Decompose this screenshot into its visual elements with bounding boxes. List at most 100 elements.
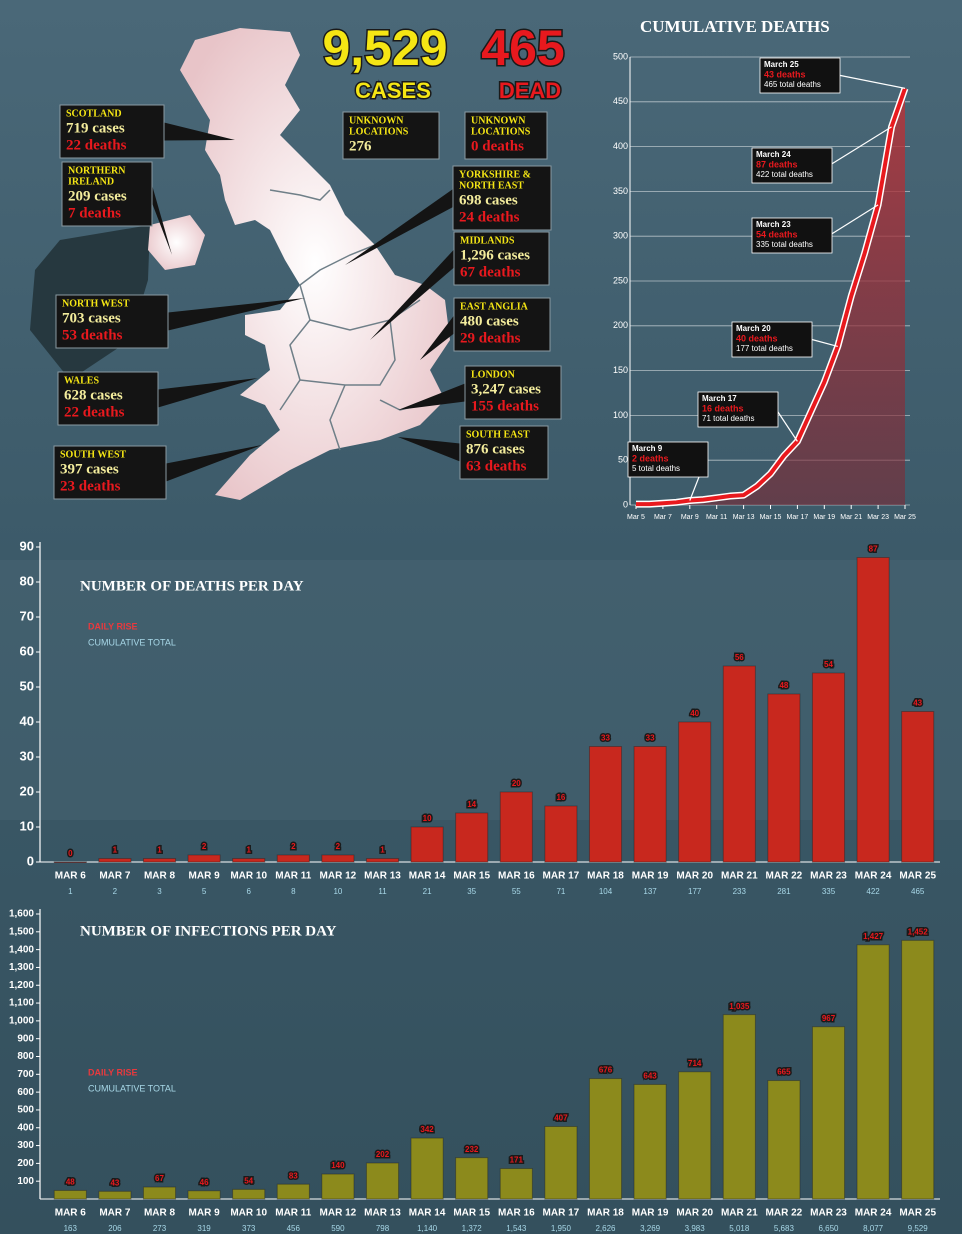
- region-name: UNKNOWN: [471, 115, 526, 126]
- annotation-date: March 9: [632, 444, 663, 453]
- region-pointer: [152, 185, 172, 255]
- bar: [232, 858, 266, 863]
- bar: [321, 1173, 355, 1200]
- x-tick-label: MAR 21: [721, 1208, 758, 1219]
- x-tick-label: MAR 11: [275, 871, 312, 882]
- y-tick-label: 100: [17, 1176, 34, 1187]
- region-deaths: 29 deaths: [460, 330, 521, 346]
- x-tick-label: MAR 12: [320, 871, 357, 882]
- y-tick-label: 1,600: [9, 909, 34, 920]
- y-tick-label: 0: [27, 853, 34, 868]
- region-name: LONDON: [471, 369, 516, 380]
- cumulative-label: 21: [423, 887, 432, 896]
- y-tick-label: 500: [613, 51, 628, 61]
- annotation-date: March 20: [736, 324, 771, 333]
- cumulative-label: 373: [242, 1224, 256, 1233]
- value-label: 643: [643, 1072, 657, 1081]
- y-tick-label: 90: [20, 538, 34, 553]
- value-label: 87: [869, 545, 878, 554]
- value-label: 1,035: [729, 1002, 750, 1011]
- value-label: 1,427: [863, 932, 884, 941]
- bar: [142, 1186, 177, 1200]
- x-tick-label: MAR 18: [587, 1208, 624, 1219]
- value-label: 48: [66, 1178, 75, 1187]
- y-tick-label: 400: [613, 141, 628, 151]
- region-cases: 276: [349, 138, 372, 154]
- value-label: 665: [777, 1068, 791, 1077]
- x-tick-label: MAR 25: [899, 1208, 936, 1219]
- x-tick-label: MAR 20: [676, 1208, 713, 1219]
- bar: [321, 854, 355, 863]
- region-box: [55, 294, 169, 349]
- cumulative-label: 163: [64, 1224, 78, 1233]
- value-label: 54: [824, 660, 833, 669]
- region-box: [53, 445, 167, 500]
- total-cases: 9,529: [322, 20, 447, 76]
- value-label: 83: [289, 1171, 298, 1180]
- region-deaths: 23 deaths: [60, 478, 121, 494]
- y-tick-label: 300: [17, 1140, 34, 1151]
- region-pointer: [345, 189, 453, 265]
- cumulative-label: 456: [287, 1224, 301, 1233]
- total-dead: 465: [481, 20, 564, 76]
- value-label: 67: [155, 1174, 164, 1183]
- cumulative-label: 71: [556, 887, 565, 896]
- bar: [856, 944, 890, 1200]
- region-name: SOUTH EAST: [466, 429, 530, 440]
- cumulative-label: 5,683: [774, 1224, 795, 1233]
- value-label: 20: [512, 779, 521, 788]
- y-tick-label: 1,500: [9, 926, 34, 937]
- annotation-total: 71 total deaths: [702, 414, 754, 423]
- value-label: 140: [331, 1161, 345, 1170]
- x-tick-label: MAR 17: [543, 871, 580, 882]
- region-deaths: 22 deaths: [66, 137, 127, 153]
- y-tick-label: 20: [20, 783, 34, 798]
- x-tick-label: MAR 8: [144, 871, 176, 882]
- value-label: 16: [556, 793, 565, 802]
- legend-daily: DAILY RISE: [88, 1067, 138, 1077]
- x-tick-label: MAR 23: [810, 1208, 847, 1219]
- x-tick-label: Mar 5: [627, 514, 645, 521]
- cumulative-label: 465: [911, 887, 925, 896]
- x-tick-label: MAR 22: [766, 871, 803, 882]
- annotation-leader: [829, 126, 892, 166]
- dead-label: DEAD: [499, 78, 561, 103]
- value-label: 1: [113, 846, 118, 855]
- annotation-daily: 40 deaths: [736, 333, 778, 343]
- x-tick-label: MAR 9: [189, 871, 221, 882]
- annotation-date: March 17: [702, 394, 737, 403]
- cumulative-label: 206: [108, 1224, 122, 1233]
- chart-title: NUMBER OF DEATHS PER DAY: [80, 578, 304, 594]
- legend-cumulative: CUMULATIVE TOTAL: [88, 1083, 176, 1093]
- value-label: 967: [822, 1014, 836, 1023]
- region-deaths: 24 deaths: [459, 209, 520, 225]
- region-pointer: [420, 315, 454, 360]
- bar: [588, 746, 623, 863]
- bar: [187, 1190, 221, 1200]
- bar: [856, 557, 890, 863]
- cumulative-label: 10: [333, 887, 342, 896]
- cumulative-label: 1,140: [417, 1224, 438, 1233]
- bar: [544, 1126, 578, 1200]
- cumulative-label: 273: [153, 1224, 167, 1233]
- cumulative-label: 11: [378, 887, 387, 896]
- region-pointer: [158, 378, 258, 408]
- region-deaths: 0 deaths: [471, 138, 524, 154]
- x-tick-label: MAR 19: [632, 871, 669, 882]
- cumulative-label: 9,529: [908, 1224, 929, 1233]
- region-cases: 1,296 cases: [460, 247, 530, 263]
- region-pointer: [166, 445, 262, 482]
- x-tick-label: MAR 16: [498, 1208, 535, 1219]
- cumulative-label: 2: [113, 887, 118, 896]
- annotation-total: 5 total deaths: [632, 464, 680, 473]
- value-label: 56: [735, 653, 744, 662]
- x-tick-label: MAR 19: [632, 1208, 669, 1219]
- bar: [232, 1188, 266, 1200]
- region-cases: 3,247 cases: [471, 381, 541, 397]
- bar: [722, 1014, 756, 1200]
- x-tick-label: MAR 10: [230, 871, 267, 882]
- region-name: IRELAND: [68, 176, 114, 187]
- bar: [187, 854, 221, 863]
- region-pointer: [398, 437, 460, 462]
